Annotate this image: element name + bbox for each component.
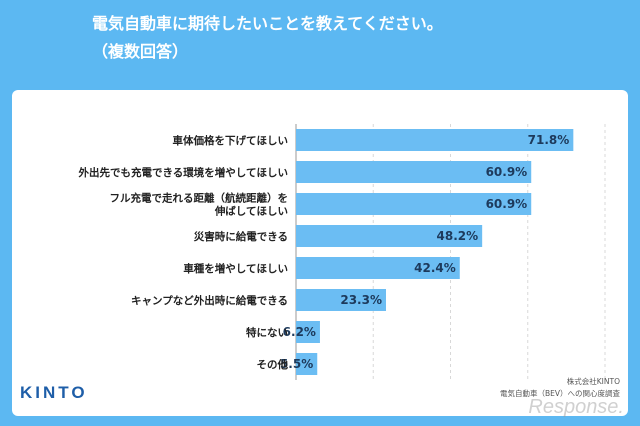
category-label: 伸ばしてほしい [214,205,288,218]
data-label: 60.9% [486,197,528,211]
category-label: キャンプなど外出時に給電できる [131,294,288,307]
bar [296,225,483,247]
data-label: 48.2% [437,229,479,243]
bar [296,321,320,343]
category-label: フル充電で走れる距離（航続距離）を [110,192,289,205]
data-label: 6.2% [283,325,316,339]
title-line-1: 電気自動車に期待したいことを教えてください。 [92,14,443,33]
bar [296,257,460,279]
category-label: 車体価格を下げてほしい [173,134,289,147]
data-label: 23.3% [340,293,382,307]
response-watermark: Response. [528,396,624,418]
source-company: 株式会社KINTO [566,377,620,386]
chart-title: 電気自動車に期待したいことを教えてください。 （複数回答） [92,10,612,66]
category-label: その他 [257,358,289,371]
source-survey: 電気自動車（BEV）への関心度調査 [499,389,620,398]
category-label: 特にない [246,326,288,339]
category-label: 外出先でも充電できる環境を増やしてほしい [78,166,288,179]
data-label: 5.5% [280,357,313,371]
data-label: 42.4% [414,261,456,275]
category-label: 車種を増やしてほしい [183,262,288,275]
source-note: 株式会社KINTO 電気自動車（BEV）への関心度調査 [500,376,620,400]
bar [296,353,318,375]
bar [296,161,532,183]
category-label: 災害時に給電できる [194,230,288,243]
title-line-2: （複数回答） [92,42,189,61]
bar [296,193,532,215]
data-label: 60.9% [486,165,528,179]
bar [296,289,386,311]
kinto-logo: KINTO [20,383,88,402]
bar [296,129,574,151]
data-label: 71.8% [528,133,570,147]
